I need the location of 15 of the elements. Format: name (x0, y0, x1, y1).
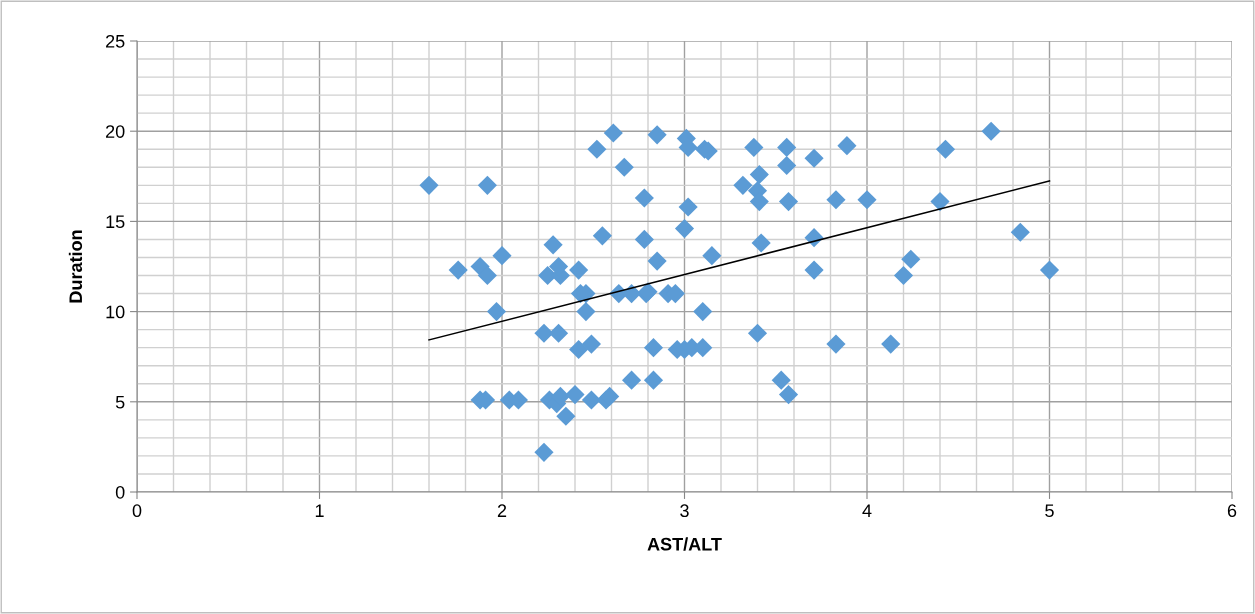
y-tick-label: 15 (106, 215, 125, 229)
x-tick-label: 0 (132, 504, 142, 518)
x-tick-label: 1 (315, 504, 324, 517)
x-tick-label: 4 (862, 504, 872, 517)
y-tick-label: 20 (106, 125, 125, 138)
x-tick-label: 6 (1227, 504, 1237, 518)
x-tick-label: 3 (680, 504, 689, 518)
x-axis-title: AST/ALT (647, 537, 722, 551)
y-axis-title: Duration (68, 230, 83, 303)
y-tick-label: 5 (115, 395, 125, 409)
y-tick-label: 10 (106, 305, 125, 319)
y-tick-label: 0 (115, 485, 125, 499)
x-tick-label: 2 (497, 504, 507, 517)
y-tick-label: 25 (106, 34, 125, 48)
x-tick-label: 5 (1045, 504, 1054, 518)
